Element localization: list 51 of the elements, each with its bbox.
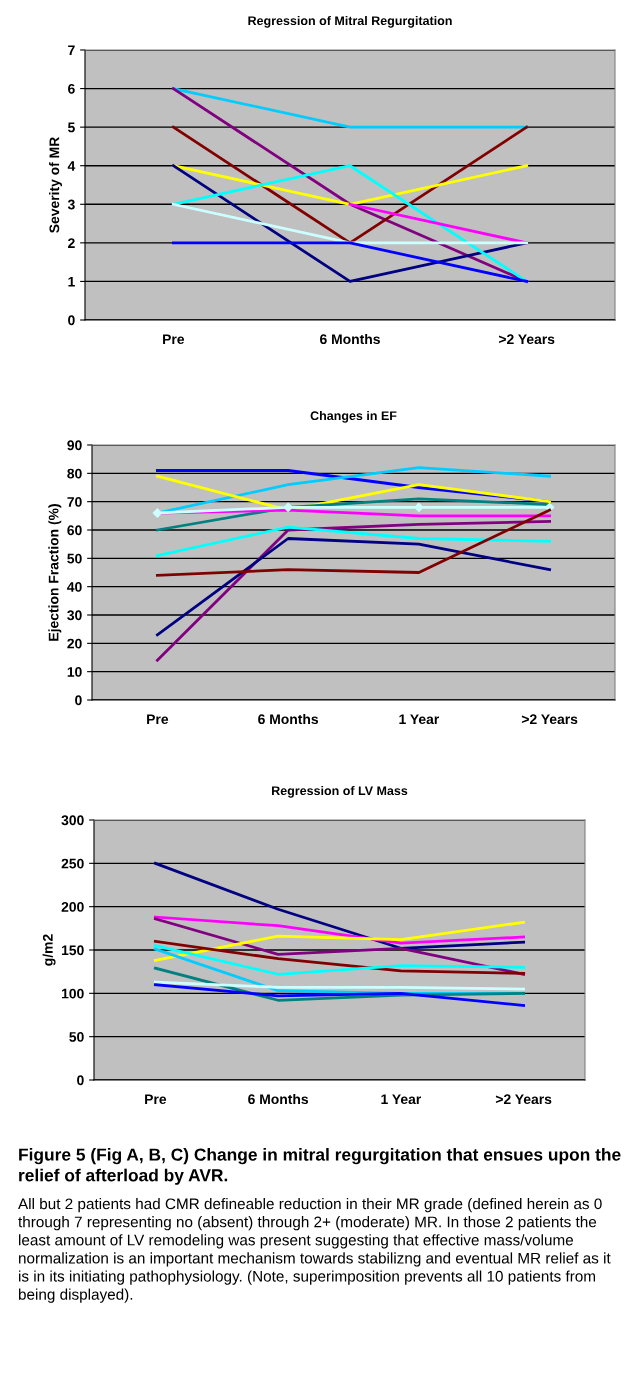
y-tick-label: 3 — [67, 199, 75, 210]
y-tick-label: 150 — [61, 945, 84, 956]
y-tick-label: 0 — [77, 1075, 84, 1086]
y-tick-label: 200 — [61, 902, 84, 912]
y-tick-label: 100 — [61, 988, 84, 999]
x-tick-label: Pre — [145, 1094, 167, 1105]
y-tick-label: 30 — [67, 610, 82, 621]
y-tick-label: 80 — [67, 468, 82, 479]
x-tick-label: 6 Months — [258, 713, 319, 725]
x-tick-label: Pre — [147, 714, 169, 725]
y-tick-label: 40 — [67, 582, 82, 592]
y-tick-label: 10 — [67, 667, 82, 677]
x-tick-label: Pre — [163, 334, 185, 345]
y-axis-title: g/m2 — [42, 934, 56, 966]
x-tick-label: 1 Year — [381, 1094, 422, 1105]
line-series — [153, 915, 526, 945]
y-tick-label: 60 — [67, 525, 82, 536]
y-tick-label: 90 — [67, 440, 82, 451]
y-tick-label: 300 — [61, 815, 84, 826]
y-tick-label: 4 — [67, 161, 76, 171]
y-tick-label: 70 — [67, 497, 82, 507]
line-series — [153, 920, 526, 962]
y-tick-label: 250 — [61, 858, 84, 869]
text: All but 2 patients had CMR defineable reduction in their MR grade (defined herein as 0 through 7 representing no (absent) through 2+ (moderate) MR. In those 2 patients the least amount of LV remodeling was present suggesting that effective mass/volume normalization is an important mechanism towards stabilizng and eventual MR relief as it is in its initiating pathophysiology. (Note, superimposition prevents all 10 patients from being displayed). — [18, 1198, 611, 1303]
line-series — [155, 537, 552, 637]
y-tick-label: 2 — [68, 238, 75, 248]
x-tick-label: >2 Years — [498, 334, 555, 345]
caption: Figure 5 (Fig A, B, C) Change in mitral regurgitation that ensues upon the relief of afterload by AVR. — [19, 1148, 621, 1185]
y-axis-title: Ejection Fraction (%) — [48, 504, 62, 641]
y-tick-label: 50 — [69, 1032, 84, 1042]
y-tick-label: 20 — [67, 638, 82, 649]
x-tick-label: 6 Months — [248, 1093, 309, 1105]
line-series — [153, 861, 526, 950]
line-series — [153, 917, 526, 976]
y-tick-label: 0 — [75, 695, 82, 706]
y-tick-label: 6 — [68, 83, 75, 94]
y-axis-title: Severity of MR — [49, 137, 62, 233]
chart-title: Regression of LV Mass — [272, 785, 408, 798]
y-tick-label: 5 — [67, 122, 75, 133]
y-tick-label: 0 — [68, 315, 75, 326]
line-series — [155, 525, 552, 557]
line-series — [153, 983, 526, 1007]
x-tick-label: >2 Years — [521, 714, 578, 725]
x-tick-label: 1 Year — [399, 714, 440, 725]
chart-title: Changes in EF — [310, 410, 397, 423]
x-tick-label: >2 Years — [495, 1094, 552, 1105]
chart-title: Regression of Mitral Regurgitation — [248, 15, 452, 28]
y-tick-label: 1 — [68, 276, 75, 287]
y-tick-label: 50 — [67, 553, 82, 564]
x-tick-label: 6 Months — [320, 333, 380, 345]
y-tick-label: 7 — [68, 45, 75, 56]
